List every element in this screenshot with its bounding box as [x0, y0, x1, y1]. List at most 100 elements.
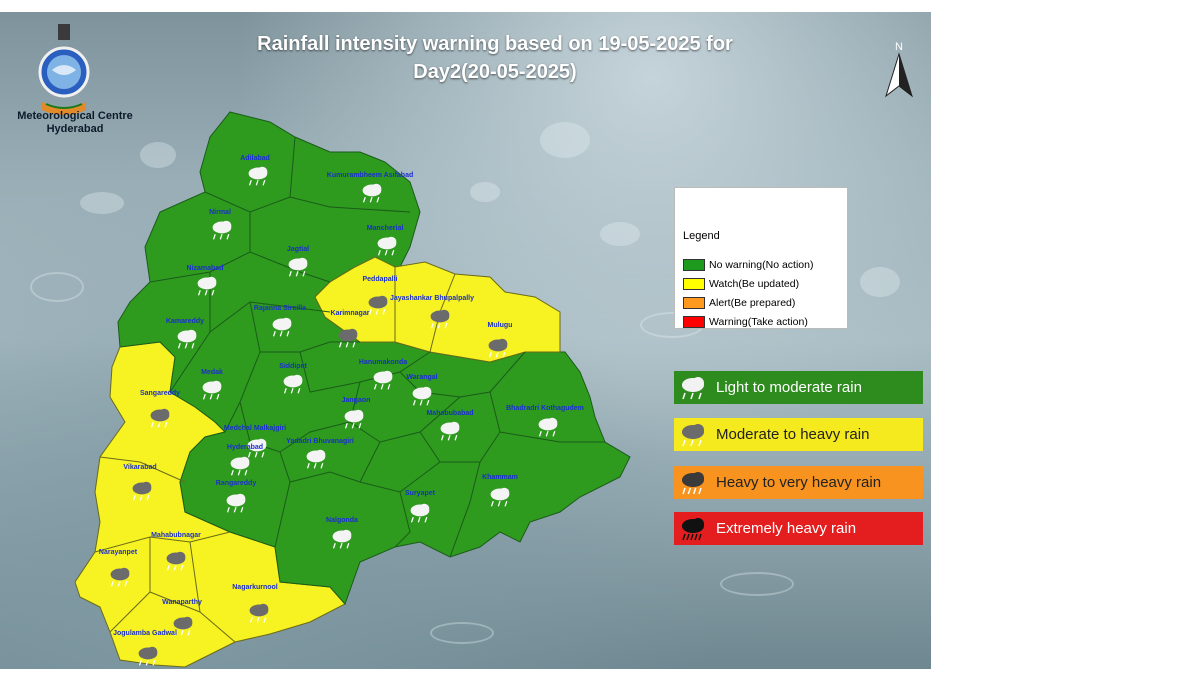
rain-category-extremely-heavy: Extremely heavy rain: [674, 512, 923, 545]
light-rain-cloud-icon: [377, 236, 397, 256]
district-label: Medak: [201, 369, 223, 376]
rain-category-label: Light to moderate rain: [716, 379, 862, 396]
light-rain-cloud-icon: [373, 370, 393, 390]
rain-category-label: Moderate to heavy rain: [716, 426, 870, 443]
legend-item-label: Alert(Be prepared): [709, 297, 796, 309]
moderate-rain-cloud-icon: [368, 295, 388, 315]
district-label: Sangareddy: [139, 390, 181, 397]
district-label: Rajanna Sircilla: [253, 305, 307, 312]
district-label: Jangaon: [341, 397, 371, 404]
background-raindrop: [720, 572, 794, 596]
district-label: Narayanpet: [98, 549, 138, 556]
district-label: Jagtial: [286, 246, 310, 253]
light-rain-cloud-icon: [197, 276, 217, 296]
legend-swatch: [683, 297, 705, 310]
legend-swatch: [683, 278, 705, 291]
district-label: Mulugu: [487, 322, 513, 329]
moderate-rain-cloud-icon: [138, 646, 158, 666]
light-rain-cloud-icon: [272, 317, 292, 337]
district-label: Suryapet: [405, 490, 435, 497]
legend-item-watch: Watch(Be updated): [683, 278, 799, 292]
moderate-rain-cloud-icon: [150, 408, 170, 428]
light-rain-cloud-icon: [412, 386, 432, 406]
rain-category-light-to-moderate: Light to moderate rain: [674, 371, 923, 404]
background-raindrop: [140, 142, 176, 168]
organization-name: Meteorological Centre Hyderabad: [0, 110, 150, 136]
background-raindrop: [30, 272, 84, 302]
district-label: Yadadri Bhuvanagiri: [286, 438, 354, 445]
yellow-district-boundaries: [94, 267, 456, 643]
moderate-rain-cloud-icon: [488, 338, 508, 358]
light-rain-cloud-icon: [490, 487, 510, 507]
district-label: Karimnagar: [330, 310, 370, 317]
light-rain-cloud-icon: [283, 374, 303, 394]
north-label: N: [895, 41, 903, 53]
background-raindrop: [600, 222, 640, 246]
rain-category-moderate-to-heavy: Moderate to heavy rain: [674, 418, 923, 451]
light-rain-cloud-icon: [288, 257, 308, 277]
light-rain-cloud-icon: [538, 417, 558, 437]
light-rain-cloud-icon: [226, 493, 246, 513]
background-raindrop: [430, 622, 494, 644]
light-rain-cloud-icon: [682, 377, 704, 400]
district-label: Mahabubnagar: [151, 532, 201, 539]
moderate-rain-cloud-icon: [249, 603, 269, 623]
district-label: Wanaparthy: [162, 599, 202, 606]
district-label: Siddipet: [279, 363, 307, 370]
light-rain-cloud-icon: [306, 449, 326, 469]
district-label: Kamareddy: [165, 318, 205, 325]
district-label: Nagarkurnool: [232, 584, 278, 591]
light-rain-cloud-icon: [202, 380, 222, 400]
warning-legend: Legend No warning(No action) Watch(Be up…: [674, 187, 848, 329]
district-label: Nizamabad: [186, 265, 224, 272]
rain-category-label: Heavy to very heavy rain: [716, 474, 882, 491]
district-label: Nalgonda: [326, 517, 358, 524]
district-label: Bhadradri Kothagudem: [506, 405, 584, 412]
light-rain-cloud-icon: [212, 220, 232, 240]
district-label: Medchal Malkajgiri: [223, 425, 287, 432]
legend-title: Legend: [683, 230, 720, 242]
district-label: Hyderabad: [226, 444, 264, 451]
heavy-rain-cloud-icon: [682, 472, 704, 495]
district-label: Kumurambheem Asifabad: [326, 172, 414, 179]
map-canvas: Adilabad Kumurambheem Asifabad Nirmal Manch…: [0, 12, 931, 669]
district-label: Jogulamba Gadwal: [113, 630, 177, 637]
telangana-district-map: [74, 111, 631, 668]
light-rain-cloud-icon: [332, 529, 352, 549]
district-boundaries: [149, 136, 605, 558]
district-label: Hanumakonda: [358, 359, 408, 366]
light-rain-cloud-icon: [344, 409, 364, 429]
district-label: Mahabubabad: [426, 410, 474, 417]
district-label: Peddapalli: [362, 276, 398, 283]
legend-item-label: Warning(Take action): [709, 316, 808, 328]
legend-item-no-warning: No warning(No action): [683, 259, 813, 273]
legend-swatch: [683, 316, 705, 329]
moderate-rain-cloud-icon: [430, 309, 450, 329]
moderate-rain-cloud-icon: [166, 551, 186, 571]
district-region-yellow-north: [314, 256, 561, 363]
district-label: Mancherial: [366, 225, 404, 232]
rain-category-heavy-to-very-heavy: Heavy to very heavy rain: [674, 466, 923, 499]
moderate-rain-cloud-icon: [132, 481, 152, 501]
legend-swatch: [683, 259, 705, 272]
district-label: Adilabad: [240, 155, 270, 162]
background-raindrop: [470, 182, 500, 202]
light-rain-cloud-icon: [230, 456, 250, 476]
district-label: Nirmal: [209, 209, 231, 216]
background-raindrop: [860, 267, 900, 297]
legend-item-warning: Warning(Take action): [683, 316, 808, 330]
light-rain-cloud-icon: [362, 183, 382, 203]
background-raindrop: [540, 122, 590, 158]
org-name-line-1: Meteorological Centre: [17, 110, 133, 122]
legend-item-label: No warning(No action): [709, 259, 814, 271]
light-rain-cloud-icon: [248, 166, 268, 186]
background-raindrop: [80, 192, 124, 214]
moderate-rain-cloud-icon: [338, 328, 358, 348]
extreme-rain-cloud-icon: [682, 518, 704, 541]
district-label: Jayashankar Bhupalpally: [389, 295, 475, 302]
map-title: Rainfall intensity warning based on 19-0…: [150, 30, 840, 86]
rain-category-label: Extremely heavy rain: [716, 520, 857, 537]
org-name-line-2: Hyderabad: [46, 123, 104, 135]
title-line-2: Day2(20-05-2025): [413, 61, 577, 83]
district-label: Vikarabad: [123, 464, 157, 471]
